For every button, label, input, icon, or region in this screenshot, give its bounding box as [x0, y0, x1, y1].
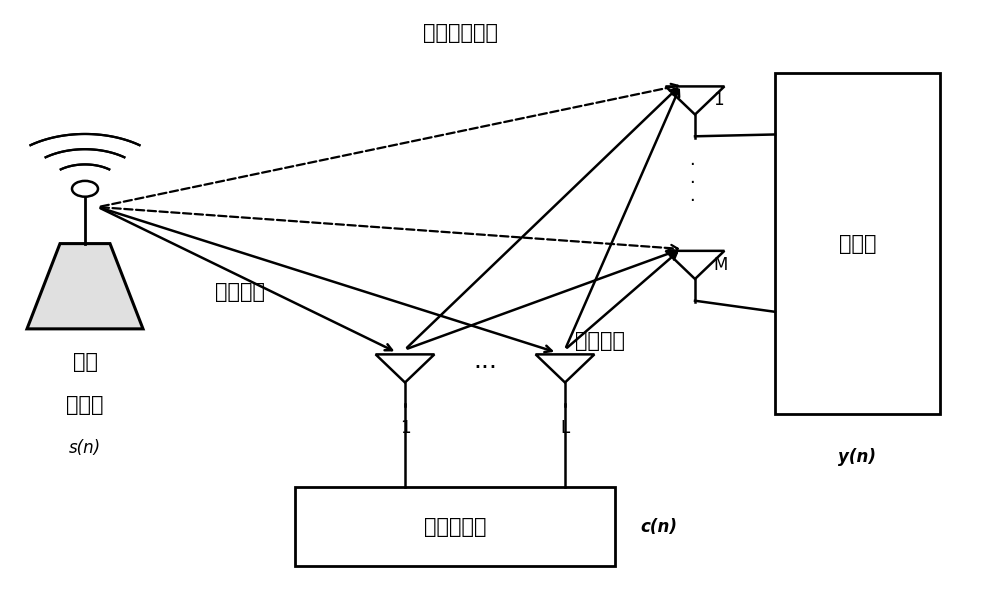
Text: 1: 1	[400, 420, 410, 437]
Text: 环境: 环境	[72, 353, 98, 372]
Text: ·
·
·: · · ·	[689, 156, 695, 209]
Bar	[295, 487, 615, 566]
Text: 后向信道: 后向信道	[575, 331, 625, 351]
Text: M: M	[713, 256, 727, 274]
Text: s(n): s(n)	[69, 438, 101, 457]
Bar	[775, 73, 940, 414]
Polygon shape	[27, 244, 143, 329]
Text: 前向信道: 前向信道	[215, 283, 265, 302]
Text: 阅读器: 阅读器	[839, 234, 876, 253]
Text: L: L	[560, 420, 570, 437]
Text: ···: ···	[473, 356, 497, 381]
Text: 多天线标签: 多天线标签	[424, 517, 486, 537]
Text: c(n): c(n)	[640, 518, 677, 536]
Text: 直射链路信道: 直射链路信道	[422, 24, 498, 43]
Text: 1: 1	[713, 91, 724, 110]
Text: 激励源: 激励源	[66, 395, 104, 415]
Circle shape	[72, 181, 98, 197]
Text: y(n): y(n)	[838, 448, 876, 466]
